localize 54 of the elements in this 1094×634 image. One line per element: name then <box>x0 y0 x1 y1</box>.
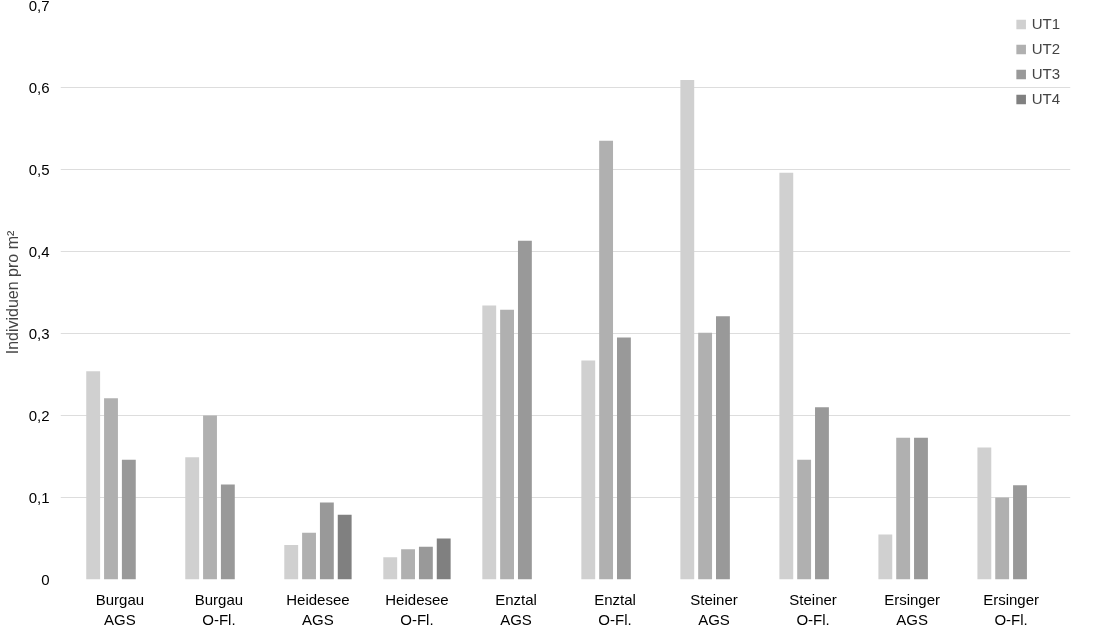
legend-label: UT4 <box>1031 90 1060 107</box>
legend-label: UT2 <box>1031 40 1060 57</box>
bar <box>815 407 829 580</box>
bar <box>86 371 101 580</box>
x-tick-label: Heidesee O-Fl. <box>385 590 449 628</box>
y-axis-title: Individuen pro m² <box>3 230 21 355</box>
bar <box>500 309 515 580</box>
bar <box>104 398 118 580</box>
y-tick-label: 0,2 <box>28 406 50 424</box>
x-tick-label: Burgau AGS <box>95 590 145 628</box>
y-tick-label: 0 <box>41 570 50 588</box>
bar <box>517 240 532 580</box>
y-tick-label: 0,1 <box>28 488 50 506</box>
bar <box>914 437 928 580</box>
bar <box>383 557 398 580</box>
bar <box>716 316 730 580</box>
bar <box>121 459 136 580</box>
bar <box>337 514 352 580</box>
bar <box>185 457 200 580</box>
bar <box>203 415 217 580</box>
x-tick-label: Enztal AGS <box>495 590 537 628</box>
bar <box>896 437 911 580</box>
bar <box>977 447 992 580</box>
bar <box>616 337 631 580</box>
bar <box>482 305 497 580</box>
bar <box>995 497 1010 580</box>
bar <box>220 484 235 580</box>
bar <box>779 172 794 580</box>
bar <box>302 532 316 580</box>
x-tick-label: Heidesee AGS <box>286 590 350 628</box>
bar <box>797 459 812 580</box>
y-tick-label: 0,7 <box>28 0 50 14</box>
y-tick-label: 0,6 <box>28 78 50 96</box>
bar <box>1013 485 1027 580</box>
bar <box>581 360 596 580</box>
y-tick-label: 0,4 <box>28 242 50 260</box>
bar <box>401 549 415 580</box>
x-tick-label: Ersinger O-Fl. <box>983 590 1040 628</box>
bar <box>436 538 451 580</box>
legend-label: UT3 <box>1031 65 1060 82</box>
x-tick-label: Burgau O-Fl. <box>194 590 244 628</box>
bar <box>599 140 614 580</box>
x-tick-label: Ersinger AGS <box>884 590 940 628</box>
y-tick-label: 0,3 <box>28 324 50 342</box>
legend-label: UT1 <box>1031 15 1060 32</box>
x-tick-label: Steiner O-Fl. <box>789 590 837 628</box>
bar <box>698 332 713 580</box>
bar <box>680 80 695 580</box>
y-tick-label: 0,5 <box>28 160 50 178</box>
x-tick-label: Steiner AGS <box>690 590 738 628</box>
bar <box>418 546 433 580</box>
bar <box>284 545 299 580</box>
bar <box>319 502 334 580</box>
x-tick-label: Enztal O-Fl. <box>594 590 636 628</box>
